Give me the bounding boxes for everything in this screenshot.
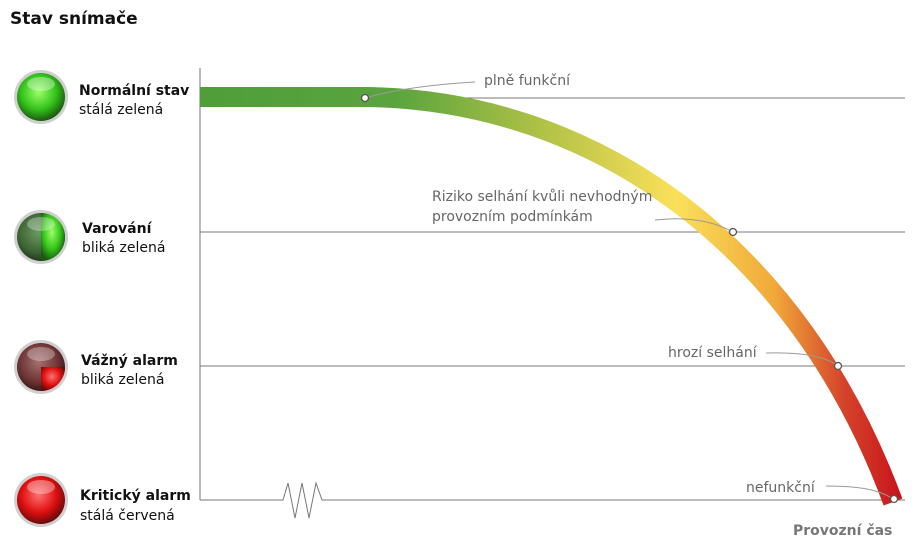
- state-description: bliká zelená: [81, 372, 164, 388]
- state-description: stálá zelená: [79, 102, 163, 118]
- state-name: Vážný alarm: [81, 353, 178, 369]
- state-description: bliká zelená: [82, 240, 165, 256]
- title: Stav snímače: [10, 9, 138, 29]
- time-axis: [200, 481, 905, 519]
- point: [360, 93, 370, 103]
- state-description: stálá červená: [80, 508, 175, 524]
- leader-line: [654, 218, 734, 233]
- leader-line: [825, 485, 894, 500]
- annotation: Riziko selhání kvůli nevhodným: [432, 189, 652, 205]
- led-critical: [14, 473, 68, 527]
- annotation: hrozí selhání: [668, 345, 758, 361]
- led-normal: [14, 70, 68, 124]
- point: [889, 494, 899, 504]
- annotation: provozním podmínkám: [432, 209, 593, 225]
- point: [728, 227, 738, 237]
- state-name: Normální stav: [79, 83, 189, 99]
- x-axis-label: Provozní čas: [793, 523, 892, 539]
- leader-line: [765, 352, 839, 367]
- degradation-curve: [200, 87, 903, 506]
- point: [833, 361, 843, 371]
- led-warning: [14, 210, 68, 264]
- annotation: nefunkční: [746, 480, 816, 496]
- annotation: plně funkční: [484, 73, 571, 89]
- led-serious: [14, 340, 68, 394]
- state-name: Kritický alarm: [80, 488, 191, 504]
- leader-line: [364, 81, 476, 99]
- state-name: Varování: [82, 221, 153, 237]
